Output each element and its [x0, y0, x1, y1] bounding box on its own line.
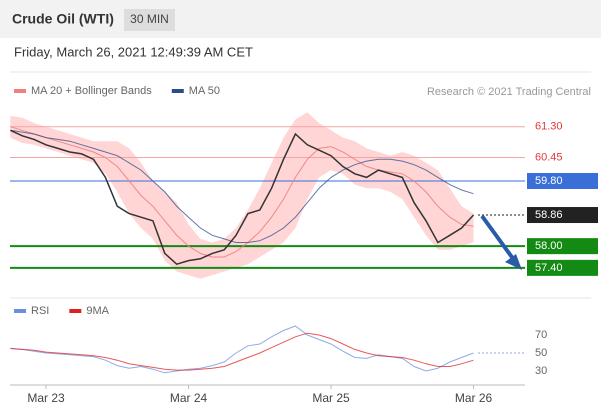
credit: Research © 2021 Trading Central — [427, 86, 591, 98]
timestamp: Friday, March 26, 2021 12:49:39 AM CET — [14, 44, 253, 59]
x-tick-label: Mar 24 — [170, 391, 208, 405]
series-line — [10, 126, 474, 258]
legend-swatch — [69, 309, 82, 313]
timeframe-badge — [124, 9, 175, 31]
legend-swatch — [14, 309, 26, 313]
legend-label: MA 20 + Bollinger Bands — [31, 85, 152, 97]
y-tick-label: 50 — [535, 347, 547, 359]
title: Crude Oil (WTI) — [12, 11, 114, 27]
arrow-head — [505, 254, 522, 270]
level-label: 57.40 — [535, 262, 563, 274]
series-line — [10, 332, 474, 371]
level-label: 60.45 — [535, 151, 563, 163]
level-label: 58.00 — [535, 240, 563, 252]
legend-swatch — [171, 89, 184, 93]
bollinger-band — [10, 112, 474, 279]
price-line — [10, 129, 475, 266]
y-tick-label: 30 — [535, 365, 547, 377]
level-label: 59.80 — [535, 175, 563, 187]
x-tick-label: Mar 23 — [27, 391, 65, 405]
legend-label: RSI — [31, 305, 49, 317]
series-line — [10, 129, 474, 243]
level-label: 61.30 — [535, 121, 563, 133]
level-tag — [527, 238, 598, 255]
x-tick-label: Mar 25 — [312, 391, 350, 405]
plot: 61.30 60.45 59.80 58.86 58.00 57.40 MA 20 + Bo… — [10, 85, 598, 405]
arrow — [480, 214, 516, 262]
level-tag — [527, 207, 598, 224]
timeframe: 30 MIN — [130, 12, 169, 26]
y-tick-label: 70 — [535, 329, 547, 341]
legend-swatch — [14, 89, 26, 93]
legend-label: 9MA — [86, 305, 109, 317]
series-line — [10, 325, 474, 374]
x-tick-label: Mar 26 — [455, 391, 493, 405]
level-tag — [527, 173, 598, 189]
level-tag — [527, 259, 598, 276]
level-label: 58.86 — [535, 209, 563, 221]
header-bar — [0, 0, 601, 38]
legend-label: MA 50 — [189, 85, 220, 97]
